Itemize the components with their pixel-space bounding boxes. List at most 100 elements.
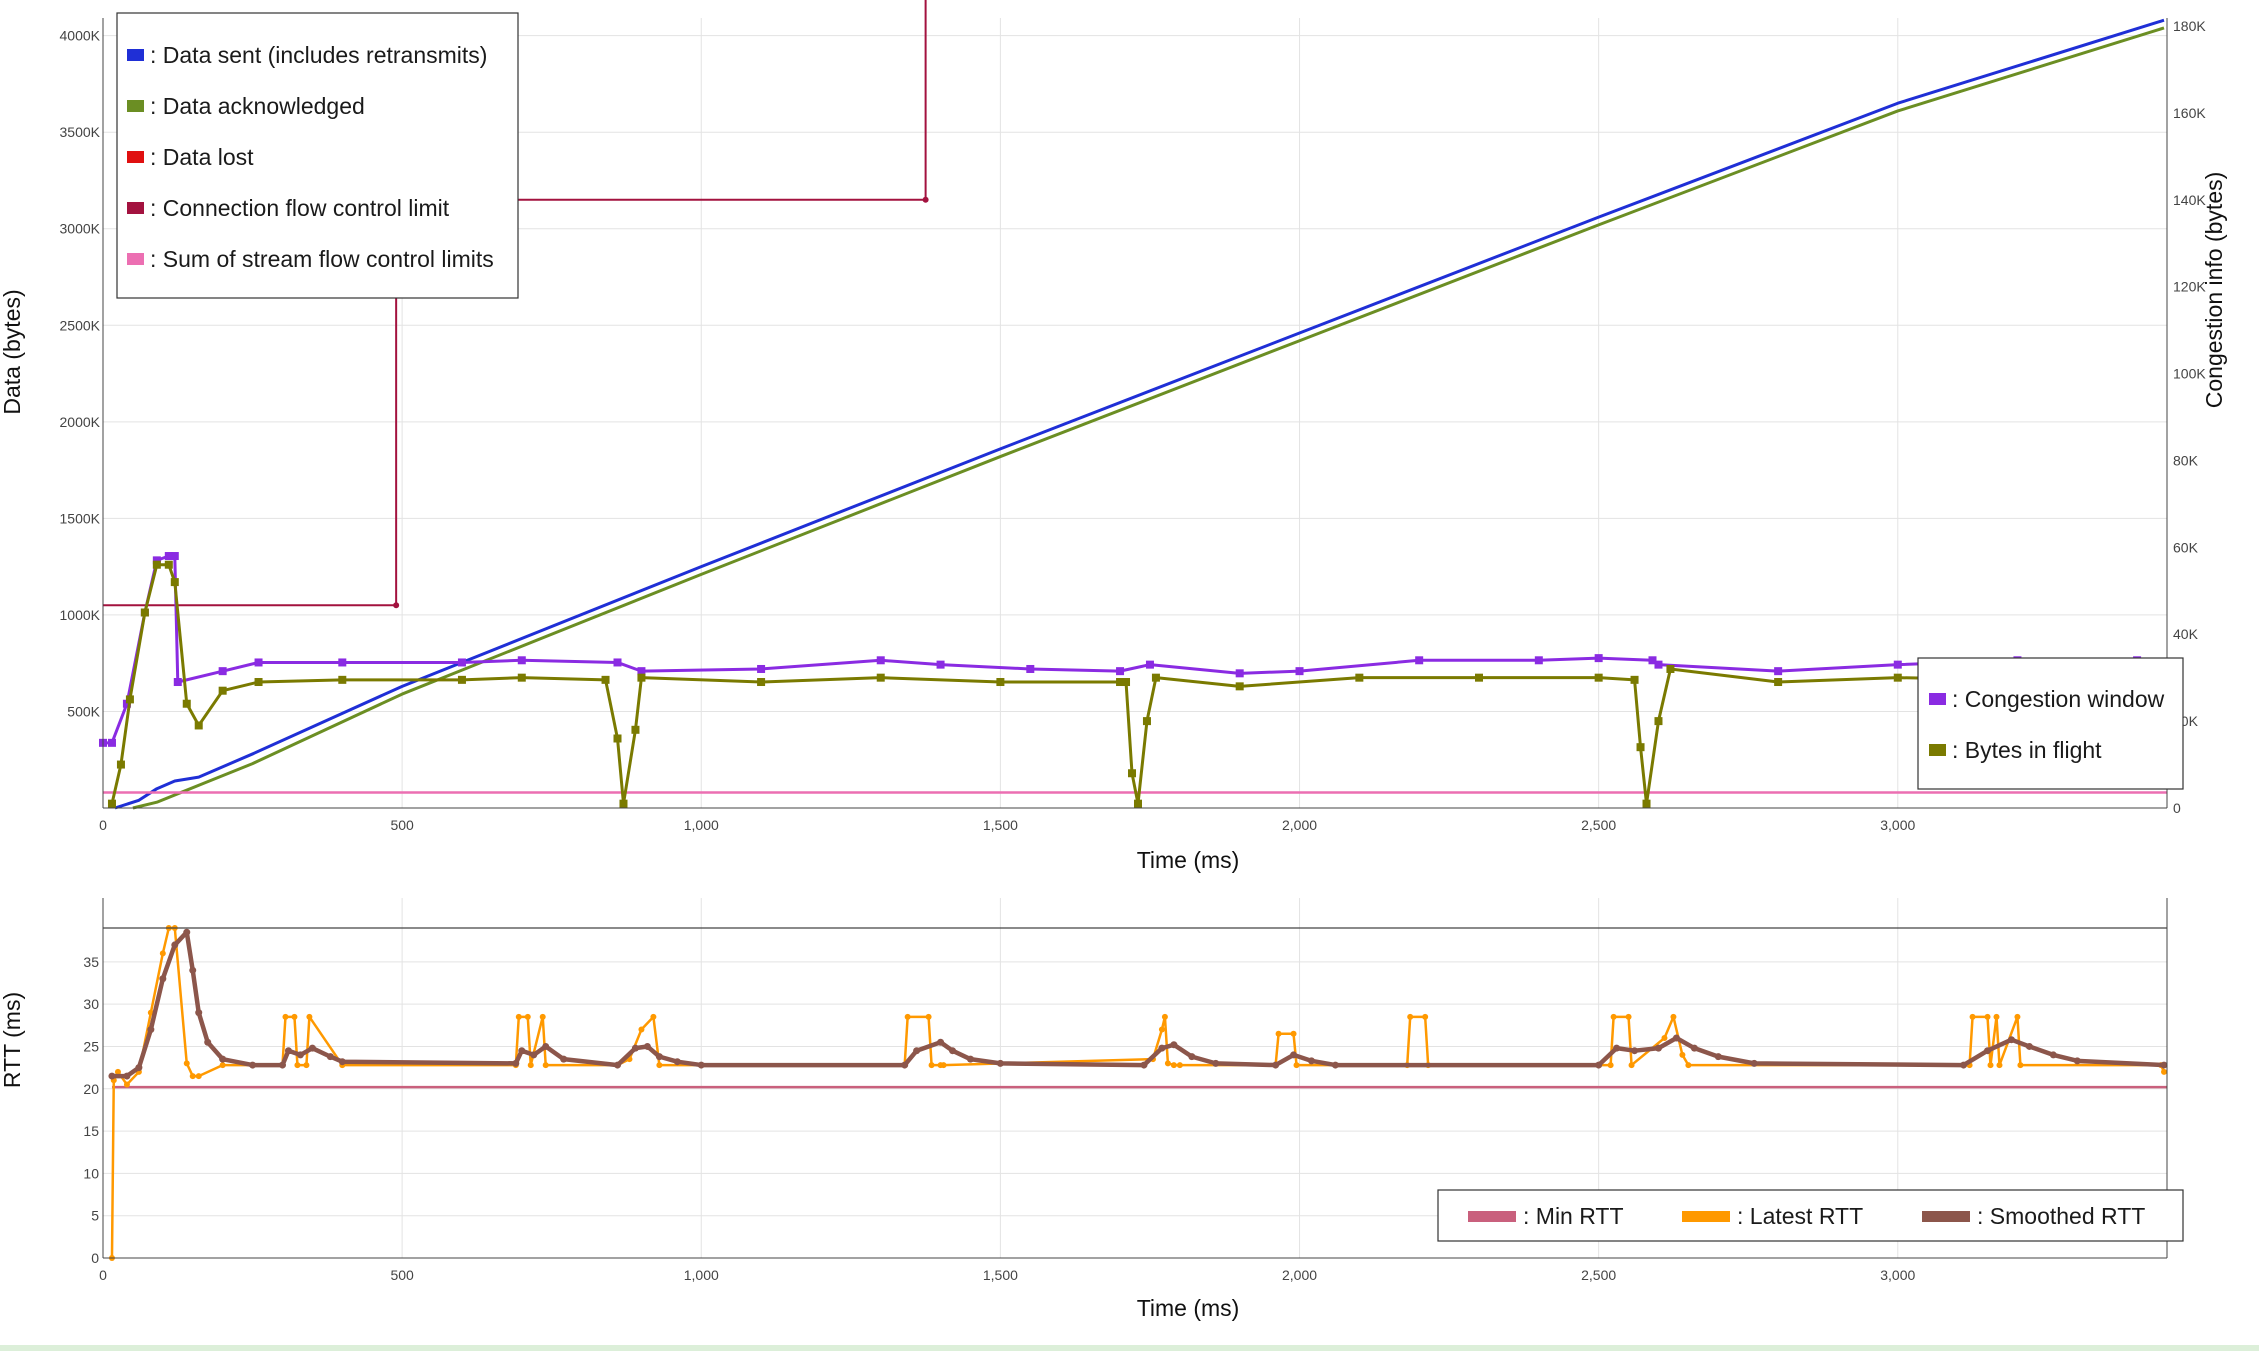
y2-tick-label: 180K [2173,18,2206,34]
rtt-series-point [1714,1053,1722,1061]
rtt-series-point [183,928,191,936]
rtt-series-point [189,1073,196,1080]
rtt-series-point [1161,1013,1168,1020]
rtt-series-point [2160,1061,2168,1069]
legend-label: : Bytes in flight [1952,737,2102,763]
series-point [619,799,628,808]
series-point [1774,667,1783,676]
series-point [164,560,173,569]
y2-tick-label: 160K [2173,105,2206,121]
rtt-series-point [1422,1013,1429,1020]
y-tick-label: 2500K [60,317,101,333]
series-point [1654,717,1663,726]
series-point [1594,673,1603,682]
series-point [876,673,885,682]
rtt-series-point [1272,1061,1280,1069]
rtt-series-point [284,1047,292,1055]
rtt-series-point [697,1061,705,1069]
rtt-series-point [2049,1051,2057,1059]
x-tick-label: 2,500 [1581,1267,1616,1283]
x-tick-label: 2,000 [1282,817,1317,833]
legend-swatch [127,151,144,163]
rtt-series-point [904,1013,911,1020]
series-point [152,560,161,569]
series-point [1235,682,1244,691]
series-point [1630,675,1639,684]
y-tick-label: 5 [91,1208,99,1224]
series-point [122,699,131,708]
series-point [107,799,116,808]
legend-swatch [1468,1211,1516,1222]
series-point [1893,660,1902,669]
series-point [173,678,182,687]
rtt-series-point [1679,1051,1686,1058]
rtt-series-point [530,1051,538,1059]
legend-swatch [127,202,144,214]
y-tick-label: 35 [83,954,99,970]
series-point [1133,799,1142,808]
rtt-series-point [1672,1034,1680,1042]
series-point [393,602,400,609]
rtt-series-point [189,966,197,974]
y2-axis-title: Congestion info (bytes) [2201,172,2227,409]
x-tick-label: 3,000 [1880,1267,1915,1283]
series-point [170,578,179,587]
legend-label: : Smoothed RTT [1977,1203,2145,1229]
legend-swatch [1922,1211,1970,1222]
y-axis-title: RTT (ms) [0,992,25,1088]
rtt-series-point [123,1081,130,1088]
series-point [757,678,766,687]
rtt-series-point [1996,1062,2003,1069]
series-point [1893,673,1902,682]
rtt-series-point [249,1061,257,1069]
y-axis-title: Data (bytes) [0,289,25,414]
legend-swatch [1929,693,1946,705]
rtt-series-point [1293,1062,1300,1069]
rtt-series-point [1170,1041,1178,1049]
bottom-status-strip [0,1345,2259,1351]
rtt-series-point [614,1061,622,1069]
rtt-series-point [294,1062,301,1069]
rtt-series-point [1176,1062,1183,1069]
rtt-series-point [940,1062,947,1069]
y2-tick-label: 40K [2173,626,2199,642]
series-point [631,725,640,734]
rtt-series-point [2025,1042,2033,1050]
x-tick-label: 1,000 [684,1267,719,1283]
y-tick-label: 2000K [60,414,101,430]
legend-swatch [1929,744,1946,756]
series-point [1142,717,1151,726]
legend-swatch [1682,1211,1730,1222]
rtt-series-point [925,1013,932,1020]
rtt-series-point [183,1060,190,1067]
rtt-series-point [1595,1061,1603,1069]
rtt-series-point [928,1062,935,1069]
series-point [1116,667,1125,676]
y2-tick-label: 60K [2173,539,2199,555]
series-point [254,678,263,687]
legend-label: : Sum of stream flow control limits [150,246,494,272]
rtt-series-point [1969,1013,1976,1020]
series-point [1151,673,1160,682]
x-tick-label: 0 [99,1267,107,1283]
series-point [1594,654,1603,663]
rtt-series-point [282,1013,289,1020]
rtt-series-point [512,1059,520,1067]
series-point [936,660,945,669]
rtt-series-point [1188,1053,1196,1061]
y2-tick-label: 140K [2173,192,2206,208]
rtt-series-point [278,1061,286,1069]
rtt-series-point [1987,1062,1994,1069]
rtt-series-point [643,1042,651,1050]
series-point [922,196,929,203]
rtt-series-point [996,1059,1004,1067]
series-point [517,673,526,682]
rtt-series-point [524,1013,531,1020]
rtt-series-point [1631,1047,1639,1055]
rtt-series-point [1690,1044,1698,1052]
rtt-series-point [655,1053,663,1061]
rtt-series-point [1170,1062,1177,1069]
series-point [116,760,125,769]
x-tick-label: 1,000 [684,817,719,833]
y2-tick-label: 100K [2173,366,2206,382]
